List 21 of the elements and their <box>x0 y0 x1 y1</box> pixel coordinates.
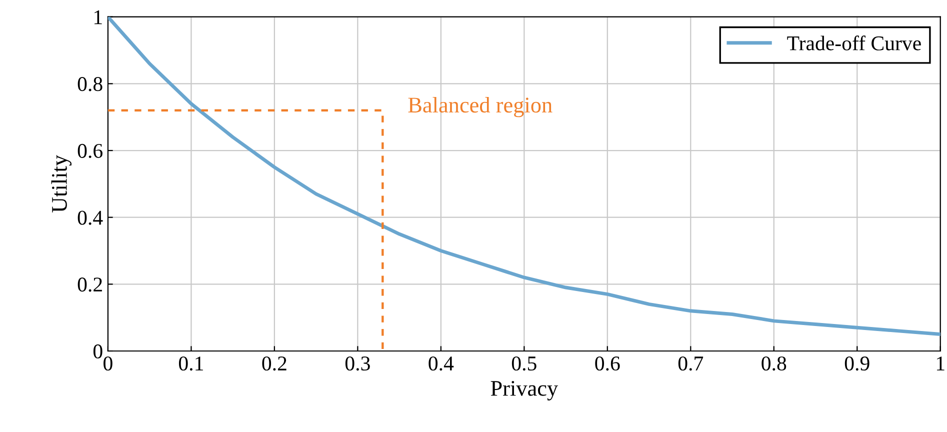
x-tick-label: 0.2 <box>262 356 286 371</box>
y-tick-label: 0.8 <box>78 77 102 92</box>
legend-label: Trade-off Curve <box>787 36 921 50</box>
y-tick-label: 0.6 <box>78 144 102 158</box>
x-tick-label: 0.3 <box>345 356 370 371</box>
x-tick-label: 0.9 <box>844 356 870 371</box>
x-tick-label: 1 <box>936 356 944 370</box>
x-tick-label: 0.6 <box>595 356 620 371</box>
x-tick-label: 0.5 <box>512 356 536 371</box>
x-tick-label: 0 <box>104 356 112 371</box>
y-tick-label: 0 <box>93 344 102 358</box>
y-axis-title: Utility <box>51 154 72 212</box>
x-tick-label: 0.8 <box>762 356 786 371</box>
y-tick-label: 0.2 <box>78 278 102 292</box>
x-tick-label: 0.4 <box>428 356 454 371</box>
annotation: Balanced region <box>408 96 552 118</box>
x-tick-label: 0.1 <box>178 356 203 371</box>
y-tick-label: 0.4 <box>78 210 103 225</box>
x-tick-label: 0.7 <box>678 356 704 371</box>
x-axis-title: Privacy <box>490 380 558 400</box>
y-tick-label: 1 <box>94 10 102 24</box>
